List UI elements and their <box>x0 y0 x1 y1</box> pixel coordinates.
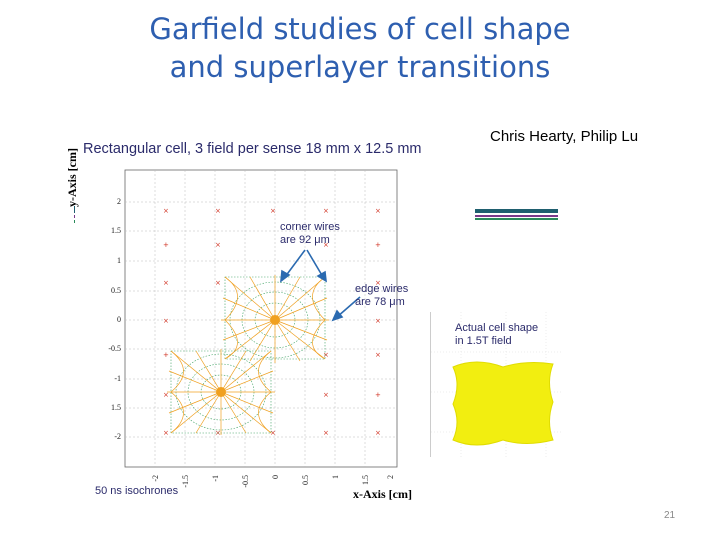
x-tick-label: 2 <box>386 475 395 479</box>
svg-text:×: × <box>270 429 276 437</box>
page-number: 21 <box>664 510 676 521</box>
garfield-plot: × × × × × + × × + × × × × × + × × × × + × × × × × <box>108 169 398 488</box>
svg-text:+: + <box>375 391 381 399</box>
x-tick-label: -1.5 <box>181 475 190 488</box>
svg-text:×: × <box>163 391 169 399</box>
svg-text:×: × <box>375 317 381 325</box>
annotation-arrows <box>280 249 361 322</box>
y-tick-labels: 2 1.5 1 0.5 0 -0.5 -1 1.5 -2 <box>108 197 121 441</box>
svg-text:×: × <box>163 207 169 215</box>
decorative-bars-right <box>428 209 558 220</box>
inset-label-line-2: in 1.5T field <box>455 335 512 347</box>
title-line-2: and superlayer transitions <box>169 50 551 84</box>
cell-upper <box>221 275 329 363</box>
x-axis-title: x-Axis [cm] <box>353 487 412 501</box>
svg-text:×: × <box>215 279 221 287</box>
cell-lower <box>167 349 275 435</box>
actual-cell-inset <box>430 312 561 457</box>
y-tick-label: -1 <box>114 374 121 383</box>
y-tick-label: 0 <box>117 315 121 324</box>
corner-wires-line-2: are 92 μm <box>280 234 330 246</box>
svg-text:×: × <box>215 241 221 249</box>
inset-label: Actual cell shape in 1.5T field <box>455 322 538 348</box>
y-axis-title: y-Axis [cm] <box>65 148 80 207</box>
svg-text:×: × <box>163 279 169 287</box>
x-tick-label: -1 <box>211 475 220 482</box>
svg-text:×: × <box>323 351 329 359</box>
isochrones-label: 50 ns isochrones <box>95 485 179 497</box>
y-tick-label: -0.5 <box>108 344 121 353</box>
x-tick-label: 0 <box>271 475 280 479</box>
x-tick-label: 1.5 <box>361 475 370 485</box>
corner-wires-annotation: corner wires are 92 μm <box>280 221 340 247</box>
svg-text:×: × <box>163 429 169 437</box>
svg-text:+: + <box>163 241 169 249</box>
svg-text:×: × <box>163 317 169 325</box>
y-tick-label: -2 <box>114 432 121 441</box>
x-tick-label: -0.5 <box>241 475 250 488</box>
authors: Chris Hearty, Philip Lu <box>490 128 639 145</box>
svg-text:×: × <box>375 351 381 359</box>
corner-wires-line-1: corner wires <box>280 221 340 233</box>
svg-text:×: × <box>215 207 221 215</box>
inset-label-line-1: Actual cell shape <box>455 322 539 334</box>
edge-wires-line-1: edge wires <box>355 283 409 295</box>
plot-frame <box>124 169 398 468</box>
slide-title: Garfield studies of cell shape and super… <box>0 10 720 86</box>
y-tick-label: 1.5 <box>111 226 121 235</box>
x-tick-label: -2 <box>151 475 160 482</box>
x-tick-label: 0.5 <box>301 475 310 485</box>
svg-text:×: × <box>323 241 329 249</box>
svg-text:×: × <box>270 207 276 215</box>
svg-text:×: × <box>323 207 329 215</box>
svg-text:×: × <box>375 207 381 215</box>
edge-wires-annotation: edge wires are 78 μm <box>355 283 408 309</box>
svg-text:×: × <box>323 429 329 437</box>
edge-wires-line-2: are 78 μm <box>355 296 405 308</box>
y-tick-label: 0.5 <box>111 286 121 295</box>
svg-text:×: × <box>375 429 381 437</box>
actual-cell-shape <box>431 312 561 457</box>
svg-text:×: × <box>375 279 381 287</box>
x-tick-labels: -2 -1.5 -1 -0.5 0 0.5 1 1.5 2 <box>151 475 395 488</box>
y-axis-title-text: y-Axis [cm] <box>65 148 79 207</box>
y-tick-label: 1 <box>117 256 121 265</box>
garfield-figure: Rectangular cell, 3 field per sense 18 m… <box>65 135 475 505</box>
svg-text:×: × <box>323 391 329 399</box>
title-line-1: Garfield studies of cell shape <box>149 12 571 46</box>
svg-text:+: + <box>163 351 169 359</box>
y-tick-label: 1.5 <box>111 403 121 412</box>
figure-title: Rectangular cell, 3 field per sense 18 m… <box>83 141 422 157</box>
svg-text:+: + <box>375 241 381 249</box>
x-tick-label: 1 <box>331 475 340 479</box>
y-tick-label: 2 <box>117 197 121 206</box>
